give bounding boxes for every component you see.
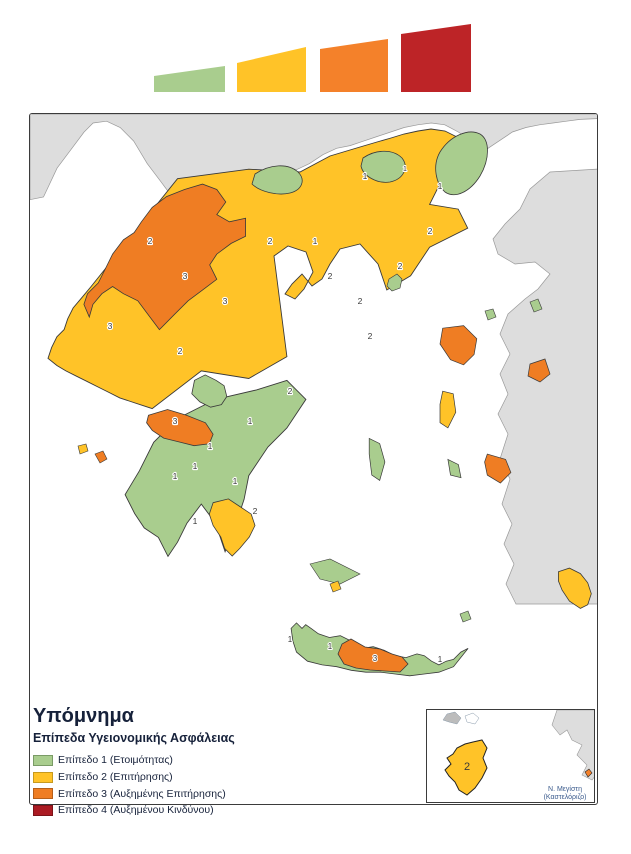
svg-text:Ν. Μεγίστη: Ν. Μεγίστη xyxy=(548,785,582,793)
svg-text:2: 2 xyxy=(464,761,470,773)
svg-text:(Καστελόριζο): (Καστελόριζο) xyxy=(544,793,587,801)
